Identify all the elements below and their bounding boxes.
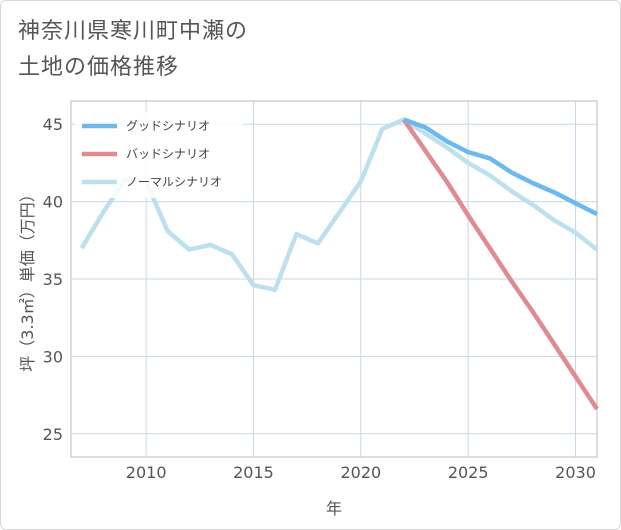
- tick-labels: 2010 2015 2020 2025 2030 25 30 35 40 45: [43, 115, 596, 482]
- x-tick-label: 2030: [555, 463, 596, 482]
- y-tick-label: 40: [43, 193, 63, 212]
- x-tick-label: 2020: [340, 463, 381, 482]
- plot-area: [70, 100, 598, 458]
- x-tick-label: 2015: [233, 463, 274, 482]
- series-line-0: [403, 117, 599, 217]
- y-tick-label: 25: [43, 425, 63, 444]
- chart-title-line-2: 土地の価格推移: [18, 55, 180, 80]
- y-tick-label: 35: [43, 270, 63, 289]
- series-line-1: [401, 118, 599, 411]
- y-tick-label: 45: [43, 115, 63, 134]
- legend-label-2: ノーマルシナリオ: [126, 175, 222, 189]
- legend-label-1: バッドシナリオ: [126, 147, 210, 161]
- x-axis-label: 年: [326, 499, 342, 518]
- y-tick-label: 30: [43, 347, 63, 366]
- x-tick-label: 2010: [126, 463, 167, 482]
- chart-title-line-1: 神奈川県寒川町中瀬の: [18, 19, 249, 44]
- legend-label-0: グッドシナリオ: [126, 119, 210, 133]
- chart-title: 神奈川県寒川町中瀬の 土地の価格推移: [18, 14, 248, 86]
- x-tick-label: 2025: [448, 463, 489, 482]
- y-axis-label: 坪（3.3㎡）単価（万円）: [18, 186, 37, 371]
- series-lines: [79, 117, 599, 411]
- series-line-2: [79, 117, 599, 293]
